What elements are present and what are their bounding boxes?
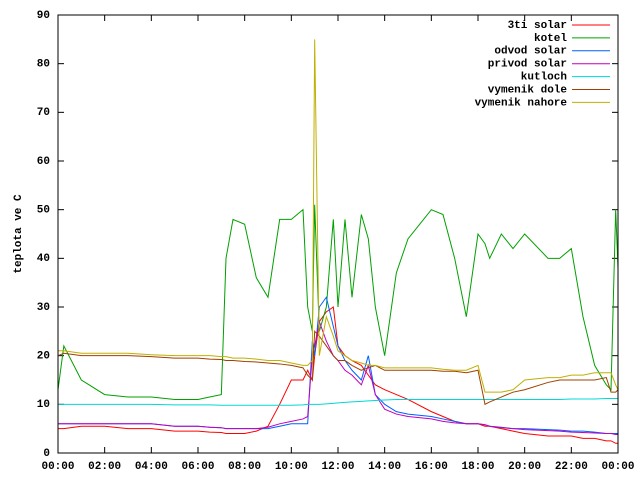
x-tick-label: 02:00: [88, 461, 121, 473]
x-tick-label: 00:00: [601, 461, 634, 473]
x-tick-label: 14:00: [368, 461, 401, 473]
y-tick-label: 50: [37, 205, 50, 217]
series-line: [58, 397, 618, 406]
series-line: [57, 204, 619, 400]
legend-label: vymenik nahore: [475, 97, 568, 109]
y-tick-label: 20: [37, 351, 50, 363]
series-line: [58, 319, 618, 436]
legend-label: 3ti solar: [508, 20, 567, 32]
x-tick-label: 06:00: [181, 461, 214, 473]
x-tick-label: 22:00: [555, 461, 588, 473]
legend-label: odvod solar: [494, 46, 567, 58]
series-line: [58, 296, 618, 435]
plot-border: [57, 14, 619, 454]
y-tick-label: 70: [37, 107, 50, 119]
x-tick-label: 18:00: [461, 461, 494, 473]
legend-label: privod solar: [488, 59, 567, 71]
y-tick-label: 30: [37, 302, 50, 314]
y-tick-label: 60: [37, 156, 50, 168]
y-tick-label: 0: [43, 448, 50, 460]
x-tick-label: 00:00: [41, 461, 74, 473]
series-line: [58, 39, 619, 393]
y-axis-label: teplota ve C: [13, 194, 25, 274]
x-tick-label: 04:00: [135, 461, 168, 473]
legend-label: kotel: [534, 33, 567, 45]
series-line: [58, 306, 618, 444]
series-line: [57, 330, 619, 406]
y-tick-label: 10: [37, 399, 50, 411]
y-tick-label: 40: [37, 253, 50, 265]
y-tick-label: 90: [37, 10, 50, 22]
legend-label: vymenik dole: [488, 84, 568, 96]
x-tick-label: 16:00: [415, 461, 448, 473]
x-tick-label: 20:00: [508, 461, 541, 473]
x-tick-label: 12:00: [321, 461, 354, 473]
x-tick-label: 10:00: [275, 461, 308, 473]
legend-label: kutloch: [521, 72, 567, 84]
y-tick-label: 80: [37, 59, 50, 71]
x-tick-label: 08:00: [228, 461, 261, 473]
